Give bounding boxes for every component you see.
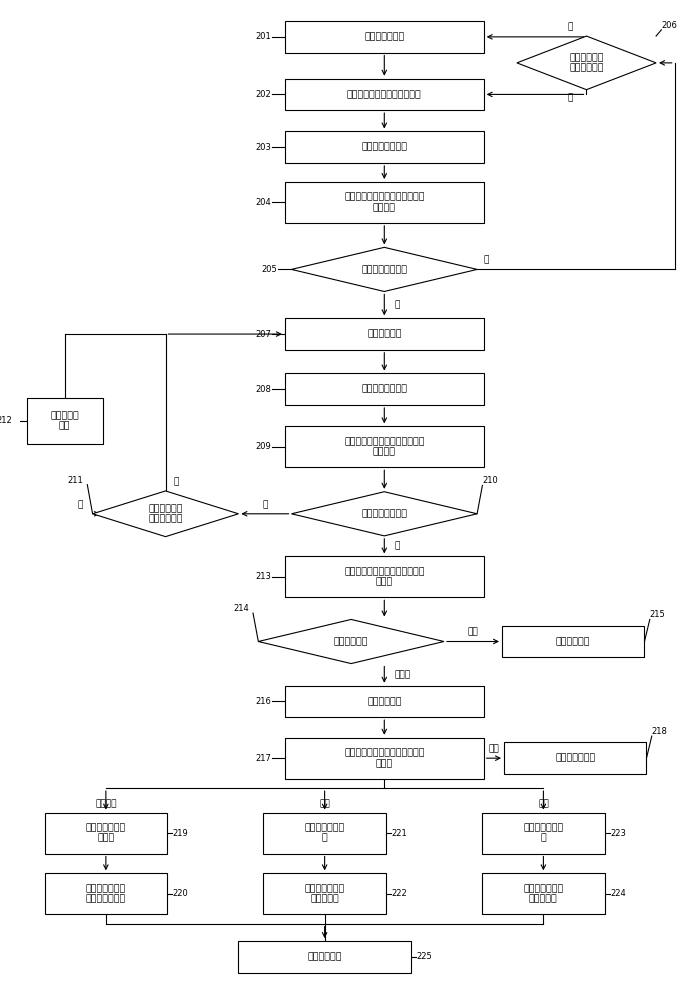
Text: 是: 是: [394, 300, 399, 309]
Text: 220: 220: [172, 889, 188, 898]
Text: 判斷是否存在車牌: 判斷是否存在車牌: [361, 509, 407, 518]
FancyBboxPatch shape: [27, 398, 103, 444]
FancyBboxPatch shape: [285, 556, 484, 597]
Text: 放棄該識別圖像: 放棄該識別圖像: [555, 754, 595, 763]
Text: 字母圖像的預處
理: 字母圖像的預處 理: [304, 823, 345, 843]
Text: 209: 209: [255, 442, 271, 451]
Text: 車牌圖像的預處理: 車牌圖像的預處理: [361, 385, 407, 394]
Text: 222: 222: [391, 889, 407, 898]
Text: 214: 214: [233, 604, 249, 613]
Text: 非異常: 非異常: [394, 670, 410, 679]
Text: 208: 208: [255, 385, 271, 394]
FancyBboxPatch shape: [285, 686, 484, 717]
FancyBboxPatch shape: [285, 426, 484, 467]
Text: 216: 216: [255, 697, 271, 706]
Text: 205: 205: [262, 265, 278, 274]
Text: 218: 218: [652, 727, 668, 736]
Polygon shape: [92, 491, 239, 537]
Text: 數字圖像的預處
理: 數字圖像的預處 理: [523, 823, 564, 843]
Text: 是: 是: [568, 22, 573, 31]
Text: 212: 212: [0, 416, 12, 425]
Polygon shape: [291, 247, 477, 291]
Text: 202: 202: [255, 90, 271, 99]
FancyBboxPatch shape: [239, 941, 411, 973]
Text: 將車牌圖像輸入張量神經網絡進
行檢測: 將車牌圖像輸入張量神經網絡進 行檢測: [344, 567, 425, 587]
Text: 203: 203: [255, 143, 271, 152]
Text: 判斷是否遍歷
當前靜態圖像: 判斷是否遍歷 當前靜態圖像: [569, 53, 604, 73]
Text: 采集車牌圖像: 采集車牌圖像: [367, 330, 402, 339]
Text: 否: 否: [484, 255, 489, 264]
Text: 206: 206: [661, 21, 677, 30]
FancyBboxPatch shape: [44, 873, 167, 914]
Text: 地區編號: 地區編號: [95, 799, 116, 808]
Text: 判斷是否異常: 判斷是否異常: [334, 637, 369, 646]
Text: 輸出異常信息: 輸出異常信息: [556, 637, 590, 646]
Text: 否: 否: [77, 500, 83, 509]
Text: 采集識別圖像: 采集識別圖像: [367, 697, 402, 706]
Text: 其他: 其他: [488, 744, 499, 753]
Text: 判斷是否存在車輛: 判斷是否存在車輛: [361, 265, 407, 274]
FancyBboxPatch shape: [285, 79, 484, 110]
Text: 207: 207: [255, 330, 271, 339]
Text: 車輛圖像的預處理: 車輛圖像的預處理: [361, 143, 407, 152]
Polygon shape: [259, 619, 444, 664]
Text: 輸出識別結果: 輸出識別結果: [307, 952, 342, 961]
Text: 車輛檢索卷積神經網絡搜索是否
存在車輛: 車輛檢索卷積神經網絡搜索是否 存在車輛: [344, 193, 425, 212]
FancyBboxPatch shape: [44, 813, 167, 854]
Text: 211: 211: [68, 476, 83, 485]
Text: 數字: 數字: [538, 799, 549, 808]
Text: 204: 204: [255, 198, 271, 207]
FancyBboxPatch shape: [285, 182, 484, 223]
FancyBboxPatch shape: [263, 873, 386, 914]
Text: 異常: 異常: [468, 628, 478, 637]
Polygon shape: [517, 36, 656, 90]
Polygon shape: [291, 492, 477, 536]
Text: 210: 210: [482, 476, 498, 485]
Text: 地區編號識別卷
積神經網絡識別: 地區編號識別卷 積神經網絡識別: [86, 884, 126, 903]
Text: 213: 213: [255, 572, 271, 581]
Text: 地區編號圖像的
預處理: 地區編號圖像的 預處理: [86, 823, 126, 843]
Text: 字母: 字母: [319, 799, 330, 808]
Text: 將識別圖像輸入判斷神經網絡進
行判斷: 將識別圖像輸入判斷神經網絡進 行判斷: [344, 748, 425, 768]
Text: 217: 217: [255, 754, 271, 763]
Text: 是: 是: [394, 542, 399, 551]
FancyBboxPatch shape: [504, 742, 646, 774]
FancyBboxPatch shape: [285, 738, 484, 779]
FancyBboxPatch shape: [482, 873, 605, 914]
FancyBboxPatch shape: [285, 21, 484, 53]
Text: 是: 是: [174, 477, 179, 486]
Text: 224: 224: [610, 889, 626, 898]
FancyBboxPatch shape: [285, 373, 484, 405]
Text: 數字識別卷積神
經網絡識別: 數字識別卷積神 經網絡識別: [523, 884, 564, 903]
FancyBboxPatch shape: [482, 813, 605, 854]
Text: 字母識別卷積神
經網絡識別: 字母識別卷積神 經網絡識別: [304, 884, 345, 903]
Text: 223: 223: [610, 829, 626, 838]
FancyBboxPatch shape: [263, 813, 386, 854]
Text: 采集視頻流數據: 采集視頻流數據: [364, 32, 404, 41]
Text: 車牌檢索卷積神經網絡搜索是否
存在車牌: 車牌檢索卷積神經網絡搜索是否 存在車牌: [344, 437, 425, 456]
FancyBboxPatch shape: [502, 626, 644, 657]
Text: 221: 221: [391, 829, 407, 838]
Text: 否: 否: [568, 93, 573, 102]
Text: 219: 219: [172, 829, 188, 838]
Text: 判斷是否遍歷
當前靜態圖像: 判斷是否遍歷 當前靜態圖像: [148, 504, 183, 523]
Text: 否: 否: [262, 500, 267, 509]
Text: 下一張車輛
圖像: 下一張車輛 圖像: [51, 411, 79, 430]
Text: 215: 215: [650, 610, 666, 619]
Text: 225: 225: [416, 952, 432, 961]
Text: 從視頻流圖像上采集車輛圖像: 從視頻流圖像上采集車輛圖像: [347, 90, 421, 99]
Text: 201: 201: [255, 32, 271, 41]
FancyBboxPatch shape: [285, 318, 484, 350]
FancyBboxPatch shape: [285, 131, 484, 163]
